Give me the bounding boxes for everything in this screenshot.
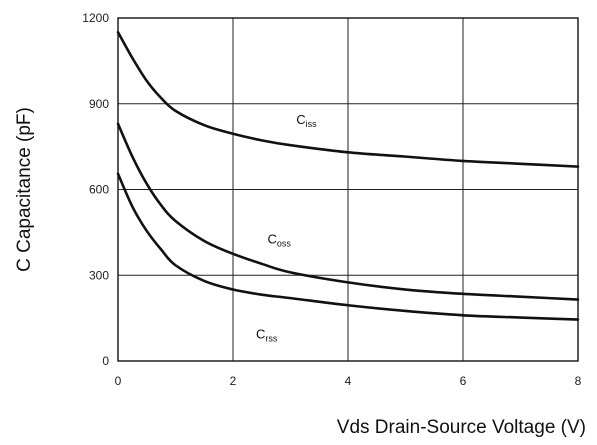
plot-frame [117,17,579,362]
y-tick-label: 900 [89,97,109,111]
series-line-ciss [116,30,580,168]
series-label-ciss: Ciss [296,112,317,129]
x-tick-label: 8 [575,374,582,388]
x-tick-label: 6 [460,374,467,388]
series-lines [116,30,580,321]
y-tick-label: 600 [89,183,109,197]
x-tick-label: 0 [115,374,122,388]
y-tick-label: 0 [102,354,109,368]
x-tick-label: 4 [345,374,352,388]
series-label-coss: Coss [268,232,292,249]
x-tick-label: 2 [230,374,237,388]
y-tick-label: 1200 [82,11,109,25]
x-axis-title: Vds Drain-Source Voltage (V) [337,417,586,438]
grid [118,18,578,361]
series-label-crss: Crss [256,327,278,344]
y-axis-title: C Capacitance (pF) [14,107,35,272]
axis-ticks: 0 2 4 6 8 0 300 600 900 1200 [82,11,581,388]
series-line-crss [116,172,580,321]
y-tick-label: 300 [89,268,109,282]
series-labels: Ciss Coss Crss [256,112,317,344]
series-line-coss [116,122,580,301]
